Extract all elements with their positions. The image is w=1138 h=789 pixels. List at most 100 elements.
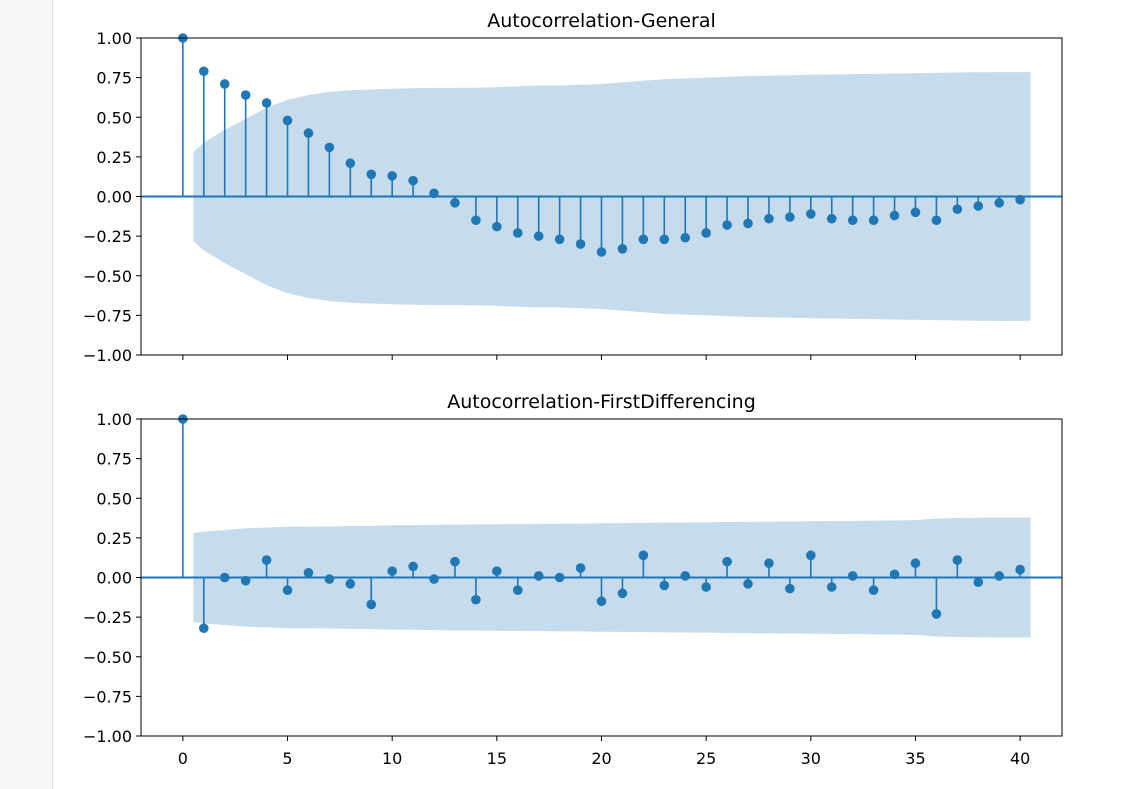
marker-lag-10: [387, 171, 397, 181]
x-tick-label: 15: [487, 749, 507, 768]
y-tick-label: −0.50: [83, 648, 132, 667]
marker-lag-38: [973, 577, 984, 588]
marker-lag-34: [889, 569, 900, 580]
marker-lag-14: [471, 215, 481, 226]
marker-lag-17: [533, 571, 544, 581]
y-tick-label: −1.00: [83, 346, 132, 365]
marker-lag-34: [889, 210, 900, 221]
marker-lag-3: [240, 575, 251, 586]
marker-lag-11: [408, 561, 418, 572]
marker-lag-25: [701, 582, 711, 592]
y-tick-label: 0.75: [96, 450, 132, 469]
marker-lag-23: [659, 234, 670, 245]
marker-lag-8: [345, 158, 356, 169]
marker-lag-33: [868, 585, 879, 595]
marker-lag-13: [450, 556, 460, 567]
marker-lag-8: [345, 579, 356, 589]
x-tick-label: 5: [282, 749, 292, 768]
marker-lag-36: [931, 609, 942, 619]
marker-lag-15: [492, 221, 502, 232]
marker-lag-21: [617, 588, 628, 599]
marker-lag-28: [764, 213, 774, 224]
x-tick-label: 30: [801, 749, 821, 768]
marker-lag-35: [910, 207, 921, 218]
marker-lag-22: [638, 234, 649, 245]
marker-lag-5: [282, 585, 293, 595]
marker-lag-39: [994, 198, 1005, 208]
y-tick-label: 0.00: [96, 569, 132, 588]
marker-lag-3: [240, 90, 251, 100]
marker-lag-4: [261, 555, 272, 565]
marker-lag-23: [659, 580, 670, 591]
marker-lag-13: [450, 198, 460, 208]
marker-lag-19: [575, 563, 586, 573]
x-tick-label: 20: [591, 749, 611, 768]
marker-lag-18: [554, 234, 565, 245]
y-tick-label: −0.25: [83, 608, 132, 627]
marker-lag-4: [261, 98, 272, 108]
notebook-left-gutter: [0, 0, 53, 789]
marker-lag-31: [826, 582, 837, 592]
marker-lag-24: [680, 232, 691, 243]
x-tick-label: 0: [178, 749, 188, 768]
marker-lag-20: [596, 596, 607, 607]
marker-lag-9: [366, 599, 377, 610]
marker-lag-21: [617, 244, 628, 254]
marker-lag-39: [994, 571, 1005, 581]
marker-lag-37: [952, 204, 963, 214]
marker-lag-12: [429, 188, 439, 199]
marker-lag-26: [722, 220, 732, 230]
marker-lag-36: [931, 215, 942, 226]
marker-lag-30: [806, 550, 816, 561]
marker-lag-25: [701, 228, 711, 238]
y-tick-label: −0.50: [83, 267, 132, 286]
marker-lag-29: [785, 583, 795, 594]
y-tick-label: 1.00: [96, 29, 132, 48]
marker-lag-16: [512, 228, 523, 238]
marker-lag-17: [533, 231, 544, 241]
marker-lag-24: [680, 571, 691, 581]
y-tick-label: −0.75: [83, 306, 132, 325]
marker-lag-6: [303, 567, 314, 578]
y-tick-label: 0.75: [96, 69, 132, 88]
marker-lag-35: [910, 558, 921, 569]
marker-lag-37: [952, 555, 963, 565]
y-tick-label: 0.25: [96, 529, 132, 548]
chart-title: Autocorrelation-General: [487, 10, 716, 32]
marker-lag-7: [324, 574, 335, 584]
y-tick-label: 0.00: [96, 188, 132, 207]
marker-lag-2: [219, 572, 230, 583]
y-tick-label: 0.50: [96, 489, 132, 508]
marker-lag-33: [868, 215, 879, 226]
marker-lag-18: [554, 572, 565, 583]
marker-lag-16: [512, 585, 523, 595]
y-tick-label: −0.75: [83, 687, 132, 706]
marker-lag-19: [575, 239, 586, 249]
marker-lag-27: [743, 218, 753, 229]
x-tick-label: 40: [1010, 749, 1030, 768]
x-tick-label: 10: [382, 749, 402, 768]
marker-lag-40: [1015, 564, 1025, 575]
marker-lag-14: [471, 594, 481, 605]
marker-lag-10: [387, 566, 397, 576]
marker-lag-26: [722, 556, 732, 567]
marker-lag-1: [198, 66, 209, 77]
marker-lag-31: [826, 213, 837, 224]
chart-title: Autocorrelation-FirstDifferencing: [447, 391, 756, 413]
marker-lag-11: [408, 175, 418, 186]
marker-lag-30: [806, 209, 816, 219]
y-tick-label: 0.50: [96, 108, 132, 127]
marker-lag-40: [1015, 194, 1025, 205]
marker-lag-27: [743, 579, 753, 589]
marker-lag-20: [596, 247, 607, 257]
marker-lag-32: [847, 215, 858, 226]
marker-lag-15: [492, 566, 502, 576]
marker-lag-9: [366, 169, 377, 180]
acf-panel-2: −1.00 −0.75 −0.50 −0.25 0.00 0.25 0.50 0.75 1.00…: [83, 391, 1063, 768]
y-tick-label: −0.25: [83, 227, 132, 246]
marker-lag-5: [282, 115, 293, 126]
y-tick-label: −1.00: [83, 727, 132, 746]
y-tick-label: 0.25: [96, 148, 132, 167]
x-tick-label: 25: [696, 749, 716, 768]
marker-lag-7: [324, 142, 335, 153]
